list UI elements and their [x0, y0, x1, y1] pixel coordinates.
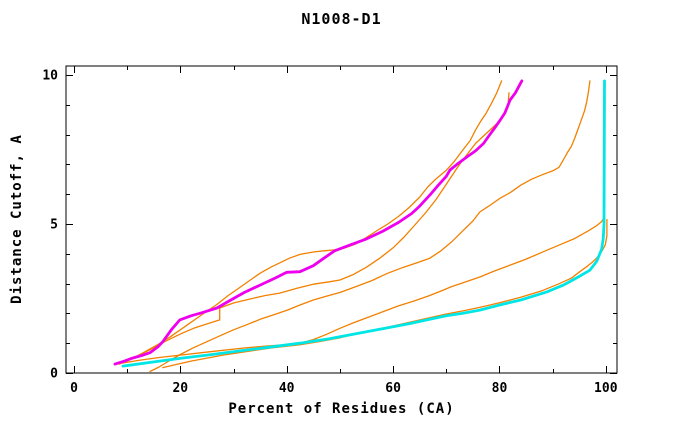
x-tick-label: 0 [70, 381, 78, 396]
chart-title: N1008-D1 [301, 10, 382, 28]
x-tick-label: 60 [385, 381, 401, 396]
plot-border [65, 65, 618, 374]
x-tick-label: 40 [279, 381, 295, 396]
x-axis-label: Percent of Residues (CA) [228, 401, 455, 417]
series-orange-model-1 [114, 80, 503, 366]
series-lines [113, 79, 608, 373]
y-tick-label: 10 [42, 68, 58, 83]
series-orange-model-5 [162, 218, 608, 369]
y-tick-label: 0 [50, 367, 58, 382]
axis-ticks [66, 66, 617, 374]
series-orange-model-2 [118, 92, 510, 365]
series-magenta-model [113, 79, 524, 366]
y-axis-label: Distance Cutoff, A [9, 134, 25, 304]
y-tick-label: 5 [50, 218, 58, 233]
series-orange-model-4 [115, 218, 604, 365]
x-tick-label: 100 [594, 381, 618, 396]
x-tick-label: 80 [492, 381, 508, 396]
tick-labels: 0 20 40 60 80 100 0 5 10 [42, 68, 617, 396]
x-tick-label: 20 [172, 381, 188, 396]
series-orange-model-3 [149, 80, 591, 373]
series-cyan-model [121, 79, 606, 368]
